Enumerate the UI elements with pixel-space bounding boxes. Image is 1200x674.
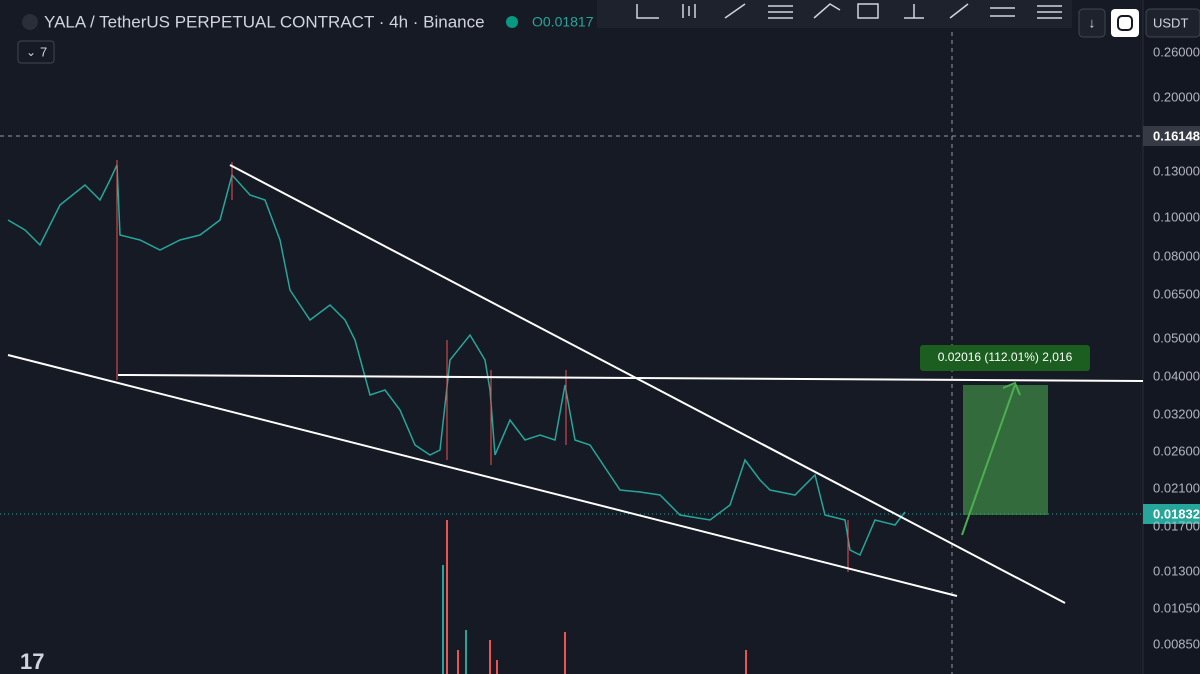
price-label: 0.01050	[1153, 600, 1200, 615]
price-label: 0.08000	[1153, 248, 1200, 263]
currency-label[interactable]: USDT	[1153, 15, 1188, 30]
crosshair-badge	[1143, 126, 1200, 146]
price-label: 0.00850	[1153, 636, 1200, 651]
price-label: 0.06500	[1153, 286, 1200, 301]
price-label: 0.01700	[1153, 518, 1200, 533]
wicks	[116, 160, 849, 572]
tv-logo[interactable]: 17	[20, 649, 44, 674]
refresh-icon	[1117, 15, 1133, 31]
price-label: 0.03200	[1153, 406, 1200, 421]
refresh-button[interactable]	[1111, 9, 1139, 37]
ohlc: O0.01817	[532, 14, 594, 30]
price-label: 0.13000	[1153, 163, 1200, 178]
last-price-badge	[1143, 504, 1200, 524]
plot-bg	[0, 0, 1143, 674]
symbol-icon	[22, 14, 38, 30]
market-status	[506, 16, 518, 28]
toolbar-icons[interactable]	[636, 3, 1062, 19]
download-button[interactable]	[1078, 8, 1106, 38]
last-price: 0.01832	[1153, 506, 1200, 521]
price-label: 0.20000	[1153, 89, 1200, 104]
price-label: 0.02100	[1153, 480, 1200, 495]
measure-label: 0.02016 (112.01%) 2,016	[938, 350, 1073, 364]
download-icon[interactable]: ↓	[1089, 15, 1096, 31]
measure-arrowhead	[1002, 381, 1021, 396]
drawing-toolbar	[597, 0, 1072, 28]
resistance-line	[117, 374, 1144, 382]
indicators-toggle-box[interactable]	[17, 40, 55, 64]
crosshair-price: 0.16148	[1153, 128, 1200, 143]
price-line	[7, 164, 906, 557]
measure-arrow	[961, 384, 1016, 536]
volume	[442, 520, 747, 674]
price-label: 0.26000	[1153, 44, 1200, 59]
currency-button[interactable]	[1145, 8, 1200, 38]
upper-trendline	[229, 164, 1066, 604]
price-label: 0.01300	[1153, 563, 1200, 578]
price-label: 0.10000	[1153, 209, 1200, 224]
measure-label-bg	[920, 345, 1090, 371]
price-label: 0.04000	[1153, 368, 1200, 383]
indicators-count[interactable]: 7	[40, 44, 47, 59]
price-label: 0.02600	[1153, 443, 1200, 458]
indicators-chevron: ⌄	[26, 45, 36, 59]
symbol-title[interactable]: YALA / TetherUS PERPETUAL CONTRACT · 4h …	[44, 12, 485, 31]
lower-trendline	[7, 354, 958, 597]
price-axis-bg	[1143, 0, 1200, 674]
price-label: 0.05000	[1153, 330, 1200, 345]
